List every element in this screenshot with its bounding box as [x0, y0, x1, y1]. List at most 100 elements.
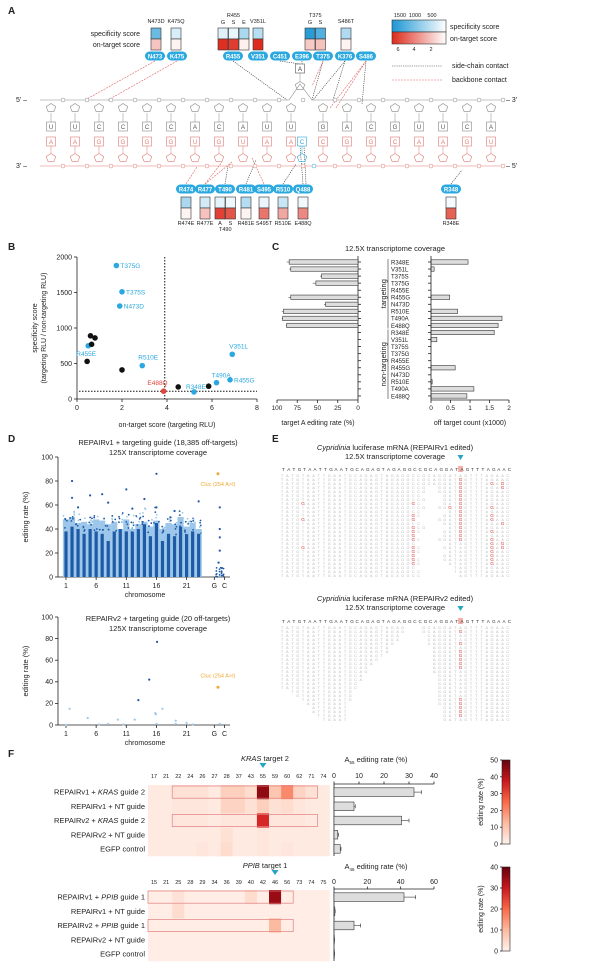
x-tick-label: 11	[123, 583, 130, 590]
ribose-ring	[261, 153, 273, 162]
x-tick-label: 75	[294, 405, 302, 412]
read-base: G	[491, 534, 494, 538]
read-base: T	[302, 626, 305, 630]
read-base: A	[501, 634, 504, 638]
label-part: 46	[350, 867, 356, 872]
read-base: G	[296, 646, 299, 650]
read-base: G	[296, 626, 299, 630]
point-label: T375S	[126, 289, 146, 296]
read-base: G	[349, 686, 352, 690]
read-base: C	[412, 490, 415, 494]
read-base: A	[312, 546, 315, 550]
read-base: G	[375, 642, 378, 646]
editing-rate-bar	[290, 266, 359, 272]
read-base: A	[338, 518, 341, 522]
read-base: C	[506, 566, 509, 570]
read-base: G	[491, 502, 494, 506]
edited-base: G	[411, 537, 415, 542]
read-base: T	[323, 686, 326, 690]
read-base: T	[318, 546, 321, 550]
read-base: C	[506, 542, 509, 546]
category-label: V351L	[391, 338, 409, 344]
heatmap-cell	[269, 785, 282, 800]
read-base: C	[354, 666, 357, 670]
read-base: G	[464, 510, 467, 514]
residue-label: C451	[273, 54, 288, 60]
manhattan-point	[186, 517, 189, 520]
ribose-ring	[389, 153, 401, 162]
read-base: C	[506, 510, 509, 514]
phosphate	[108, 97, 114, 103]
edited-base: G	[490, 529, 494, 534]
read-base: A	[386, 526, 389, 530]
read-base: G	[349, 486, 352, 490]
read-base: A	[485, 546, 488, 550]
manhattan-bulk-dark	[64, 531, 68, 577]
read-base: A	[338, 698, 341, 702]
read-base: G	[391, 630, 394, 634]
read-base: A	[307, 654, 310, 658]
read-base: A	[312, 542, 315, 546]
read-base: A	[312, 690, 315, 694]
read-base: A	[307, 474, 310, 478]
read-base: A	[338, 662, 341, 666]
read-base: C	[417, 486, 420, 490]
read-base: A	[496, 562, 499, 566]
x-tick-label: 0	[75, 405, 79, 412]
manhattan-point	[166, 518, 169, 520]
read-base: A	[485, 518, 488, 522]
x-tick-label: 0	[429, 405, 433, 412]
read-base: G	[443, 630, 446, 634]
read-base: T	[291, 554, 294, 558]
heatmap-cell	[208, 827, 221, 843]
read-base: A	[359, 638, 362, 642]
base-letter: C	[393, 140, 398, 146]
read-base: T	[470, 686, 473, 690]
read-base: T	[470, 490, 473, 494]
heatmap-cell	[317, 890, 330, 905]
manhattan-point	[177, 523, 179, 526]
read-base: T	[454, 642, 457, 646]
read-base: A	[359, 538, 362, 542]
edited-base: G	[501, 485, 505, 490]
read-base: G	[375, 506, 378, 510]
x-tick-label: G	[212, 731, 217, 738]
read-base: T	[323, 654, 326, 658]
read-base: A	[485, 506, 488, 510]
read-base: A	[459, 694, 462, 698]
manhattan-point	[137, 699, 140, 702]
read-base: C	[417, 506, 420, 510]
read-base: T	[291, 506, 294, 510]
read-base: A	[370, 474, 373, 478]
manhattan-point	[125, 488, 128, 491]
read-base: A	[485, 494, 488, 498]
heatmap-cell	[269, 918, 282, 933]
specificity-cell	[340, 27, 352, 40]
read-base: A	[496, 530, 499, 534]
ribose-ring	[45, 103, 57, 112]
manhattan-point	[131, 527, 133, 530]
read-base: A	[496, 666, 499, 670]
read-base: C	[417, 522, 420, 526]
read-base: G	[407, 550, 410, 554]
read-base: G	[464, 482, 467, 486]
read-base: G	[296, 630, 299, 634]
read-base: A	[312, 678, 315, 682]
heatmap-cell	[148, 799, 161, 814]
read-base: A	[449, 494, 452, 498]
read-base: T	[480, 686, 483, 690]
read-base: A	[485, 642, 488, 646]
read-base: A	[449, 518, 452, 522]
read-base: T	[302, 646, 305, 650]
read-base: G	[365, 526, 368, 530]
read-base: A	[307, 542, 310, 546]
read-base: T	[344, 490, 347, 494]
read-base: A	[359, 630, 362, 634]
read-base: A	[312, 662, 315, 666]
read-base: A	[459, 674, 462, 678]
read-base: G	[328, 494, 331, 498]
read-base: A	[485, 686, 488, 690]
colorbar-frame	[501, 759, 511, 845]
read-base: G	[328, 626, 331, 630]
read-base: T	[323, 510, 326, 514]
